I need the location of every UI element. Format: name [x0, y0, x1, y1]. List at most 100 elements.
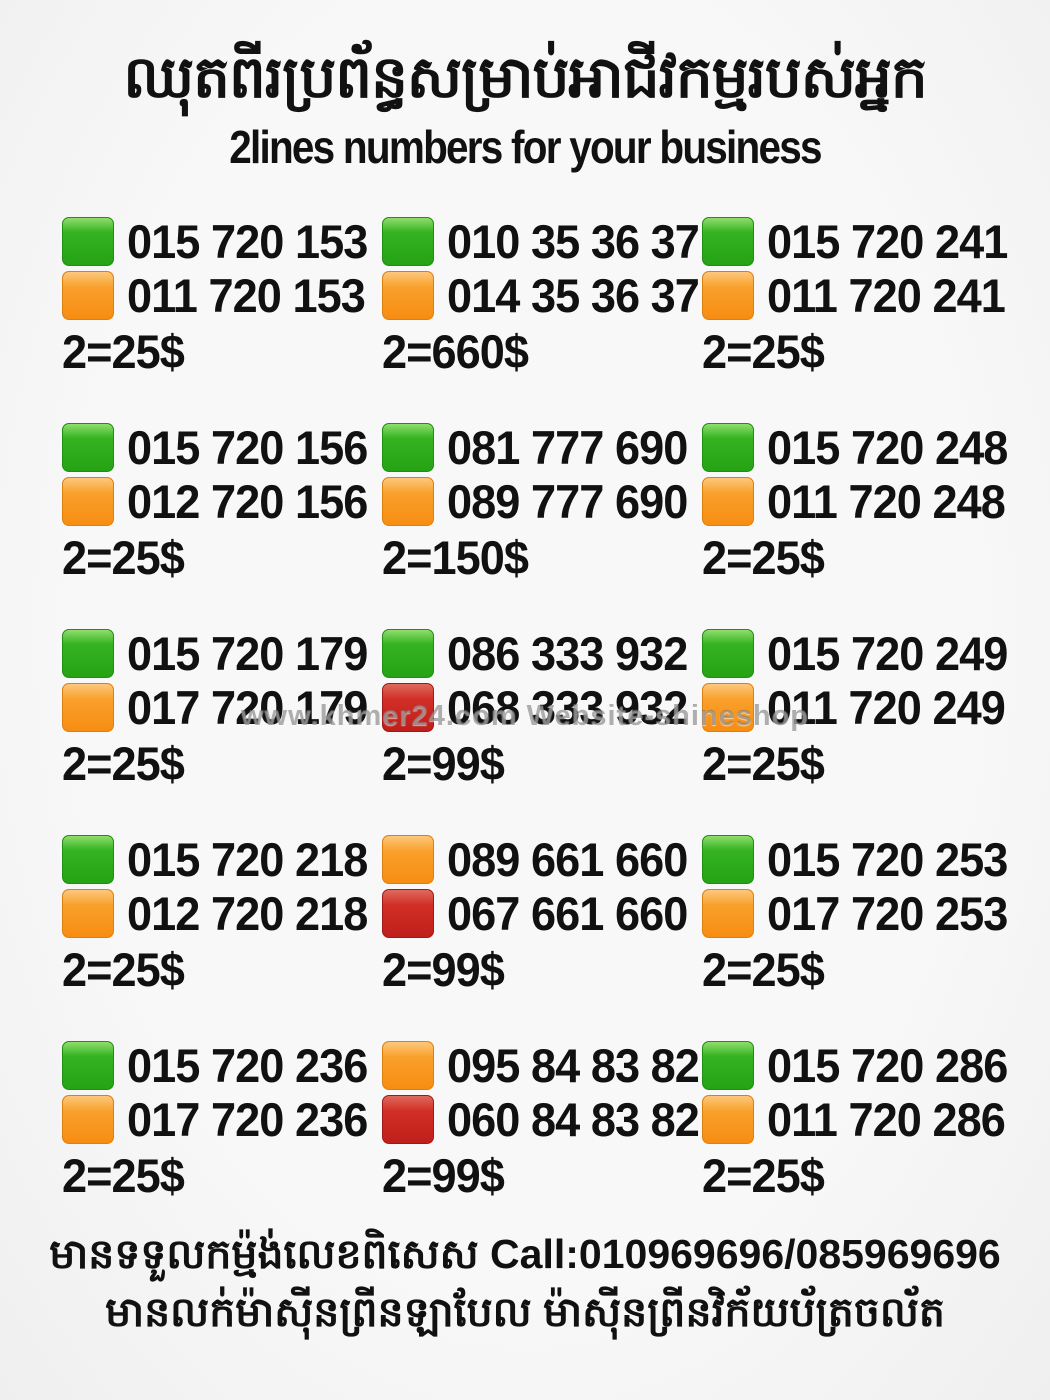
- phone-number: 017 720 236: [127, 1092, 368, 1146]
- line-color-chip-icon: [382, 682, 434, 732]
- number-line: 089 777 690: [382, 474, 702, 528]
- number-card: 015 720 249 011 720 249 2=25$: [702, 626, 1022, 790]
- number-card: 015 720 179 017 720 179 2=25$: [62, 626, 382, 790]
- line-color-chip-icon: [382, 628, 434, 678]
- phone-number: 067 661 660: [447, 886, 688, 940]
- line-color-chip-icon: [702, 834, 754, 884]
- line-color-chip-icon: [62, 1094, 114, 1144]
- line-color-chip-icon: [702, 270, 754, 320]
- phone-number: 015 720 253: [767, 832, 1008, 886]
- number-line: 011 720 286: [702, 1092, 1022, 1146]
- line-color-chip-icon: [62, 1040, 114, 1090]
- number-card: 086 333 932 068 333 932 2=99$: [382, 626, 702, 790]
- phone-number: 017 720 179: [127, 680, 368, 734]
- price-label: 2=25$: [62, 1149, 185, 1202]
- number-line: 011 720 249: [702, 681, 1022, 734]
- header: ឈុតពីរប្រព័ន្ធសម្រាប់អាជីវកម្មរបស់អ្នក 2…: [0, 0, 1050, 172]
- number-line: 017 720 253: [702, 886, 1022, 940]
- line-color-chip-icon: [702, 888, 754, 938]
- phone-number: 015 720 156: [127, 420, 368, 474]
- number-card: 010 35 36 37 014 35 36 37 2=660$: [382, 215, 702, 378]
- number-line: 017 720 236: [62, 1092, 382, 1146]
- number-line: 086 333 932: [382, 626, 702, 680]
- number-line: 068 333 932: [382, 681, 702, 734]
- phone-number: 012 720 218: [127, 886, 368, 940]
- number-line: 014 35 36 37: [382, 268, 702, 322]
- page-title-khmer: ឈុតពីរប្រព័ន្ធសម្រាប់អាជីវកម្មរបស់អ្នក: [123, 45, 927, 110]
- number-line: 015 720 253: [702, 832, 1022, 886]
- line-color-chip-icon: [702, 682, 754, 732]
- line-color-chip-icon: [382, 888, 434, 938]
- line-color-chip-icon: [62, 628, 114, 678]
- phone-number: 015 720 241: [767, 214, 1008, 268]
- number-line: 011 720 241: [702, 269, 1022, 322]
- phone-number: 015 720 286: [767, 1038, 1008, 1092]
- number-line: 067 661 660: [382, 886, 702, 940]
- number-line: 012 720 156: [62, 474, 382, 528]
- number-line: 011 720 248: [702, 475, 1022, 528]
- line-color-chip-icon: [382, 834, 434, 884]
- number-line: 015 720 249: [702, 626, 1022, 680]
- page-subtitle-english: 2lines numbers for your business: [229, 121, 822, 173]
- number-line: 015 720 179: [62, 626, 382, 680]
- price-label: 2=25$: [702, 531, 825, 584]
- price-label: 2=25$: [702, 737, 825, 790]
- number-line: 015 720 153: [62, 215, 382, 268]
- price-label: 2=25$: [62, 531, 185, 584]
- phone-number: 089 661 660: [447, 832, 688, 886]
- line-color-chip-icon: [62, 888, 114, 938]
- number-card: 015 720 253 017 720 253 2=25$: [702, 832, 1022, 996]
- numbers-grid: 015 720 153 011 720 153 2=25$ 010 35 36 …: [62, 214, 1022, 1202]
- number-line: 015 720 236: [62, 1038, 382, 1092]
- price-label: 2=150$: [382, 531, 529, 584]
- phone-number: 086 333 932: [447, 626, 688, 680]
- line-color-chip-icon: [62, 476, 114, 526]
- number-line: 010 35 36 37: [382, 215, 702, 268]
- price-label: 2=25$: [62, 737, 185, 790]
- line-color-chip-icon: [62, 422, 114, 472]
- number-line: 060 84 83 82: [382, 1092, 702, 1146]
- price-label: 2=660$: [382, 325, 529, 378]
- phone-number: 089 777 690: [447, 474, 688, 528]
- number-line: 015 720 156: [62, 420, 382, 474]
- phone-number: 012 720 156: [127, 474, 368, 528]
- number-card: 015 720 241 011 720 241 2=25$: [702, 214, 1022, 378]
- number-line: 015 720 218: [62, 832, 382, 886]
- phone-number: 017 720 253: [767, 886, 1008, 940]
- line-color-chip-icon: [702, 422, 754, 472]
- line-color-chip-icon: [702, 1040, 754, 1090]
- line-color-chip-icon: [702, 476, 754, 526]
- line-color-chip-icon: [382, 1094, 434, 1144]
- price-label: 2=99$: [382, 1149, 505, 1202]
- price-label: 2=99$: [382, 943, 505, 996]
- phone-number: 015 720 179: [127, 626, 368, 680]
- number-card: 015 720 153 011 720 153 2=25$: [62, 215, 382, 378]
- number-card: 015 720 286 011 720 286 2=25$: [702, 1038, 1022, 1202]
- phone-number: 015 720 218: [127, 832, 368, 886]
- line-color-chip-icon: [702, 216, 754, 266]
- phone-number: 014 35 36 37: [447, 268, 700, 322]
- line-color-chip-icon: [62, 834, 114, 884]
- number-line: 081 777 690: [382, 421, 702, 474]
- phone-number: 011 720 286: [767, 1092, 1006, 1146]
- line-color-chip-icon: [382, 1040, 434, 1090]
- line-color-chip-icon: [382, 270, 434, 320]
- number-line: 015 720 248: [702, 421, 1022, 474]
- number-line: 015 720 286: [702, 1038, 1022, 1092]
- line-color-chip-icon: [62, 270, 114, 320]
- phone-number: 011 720 153: [127, 268, 366, 322]
- price-label: 2=25$: [702, 325, 825, 378]
- number-card: 015 720 218 012 720 218 2=25$: [62, 832, 382, 996]
- number-card: 081 777 690 089 777 690 2=150$: [382, 421, 702, 584]
- price-label: 2=25$: [702, 1149, 825, 1202]
- line-color-chip-icon: [702, 628, 754, 678]
- phone-number: 015 720 236: [127, 1038, 368, 1092]
- number-line: 011 720 153: [62, 268, 382, 322]
- phone-number: 095 84 83 82: [447, 1038, 700, 1092]
- phone-number: 015 720 249: [767, 626, 1008, 680]
- line-color-chip-icon: [382, 476, 434, 526]
- footer: មានទទួលកម្ម៉ង់លេខពិសេស Call:010969696/08…: [0, 1226, 1050, 1342]
- price-label: 2=25$: [702, 943, 825, 996]
- phone-number: 060 84 83 82: [447, 1092, 700, 1146]
- line-color-chip-icon: [62, 216, 114, 266]
